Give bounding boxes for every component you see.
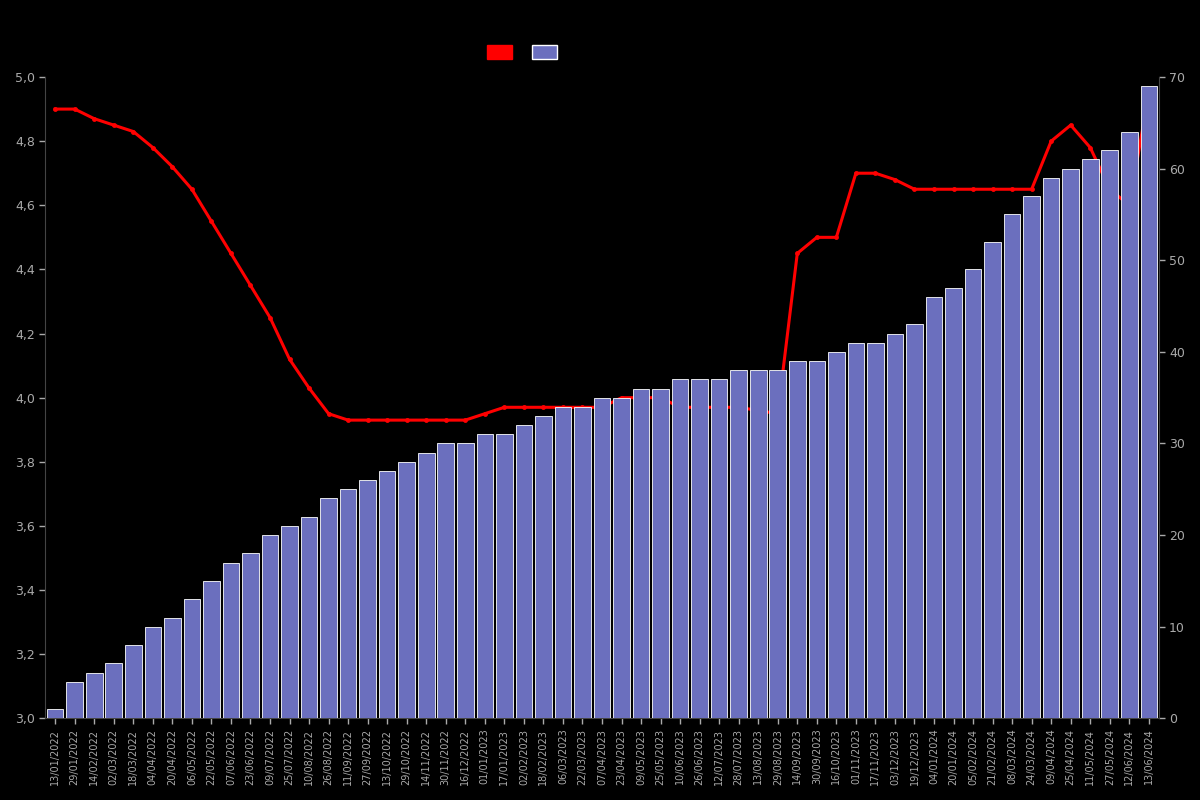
Bar	[1140, 86, 1157, 718]
Bar	[1102, 150, 1118, 718]
Bar	[1043, 178, 1060, 718]
Bar	[632, 389, 649, 718]
Bar	[125, 645, 142, 718]
Bar	[1004, 214, 1020, 718]
Bar	[750, 370, 767, 718]
Bar	[242, 554, 259, 718]
Bar	[262, 535, 278, 718]
Bar	[731, 370, 748, 718]
Bar	[1062, 169, 1079, 718]
Bar	[496, 434, 512, 718]
Bar	[828, 352, 845, 718]
Bar	[887, 334, 904, 718]
Bar	[320, 498, 337, 718]
Bar	[769, 370, 786, 718]
Bar	[946, 288, 962, 718]
Bar	[223, 562, 239, 718]
Bar	[788, 361, 805, 718]
Bar	[281, 526, 298, 718]
Bar	[66, 682, 83, 718]
Bar	[144, 626, 161, 718]
Bar	[203, 581, 220, 718]
Bar	[710, 379, 727, 718]
Bar	[613, 398, 630, 718]
Bar	[476, 434, 493, 718]
Bar	[301, 517, 317, 718]
Bar	[535, 416, 552, 718]
Bar	[1121, 132, 1138, 718]
Bar	[86, 673, 102, 718]
Bar	[418, 453, 434, 718]
Bar	[106, 663, 122, 718]
Bar	[847, 342, 864, 718]
Bar	[691, 379, 708, 718]
Bar	[1082, 159, 1098, 718]
Bar	[653, 389, 668, 718]
Bar	[1024, 196, 1040, 718]
Bar	[47, 709, 64, 718]
Bar	[438, 443, 454, 718]
Bar	[868, 342, 883, 718]
Bar	[965, 270, 982, 718]
Bar	[359, 480, 376, 718]
Bar	[379, 471, 396, 718]
Bar	[574, 407, 590, 718]
Bar	[340, 490, 356, 718]
Bar	[184, 599, 200, 718]
Bar	[809, 361, 826, 718]
Bar	[457, 443, 474, 718]
Legend: , : ,	[486, 46, 562, 60]
Bar	[516, 425, 532, 718]
Bar	[164, 618, 181, 718]
Bar	[672, 379, 689, 718]
Bar	[984, 242, 1001, 718]
Bar	[554, 407, 571, 718]
Bar	[594, 398, 611, 718]
Bar	[398, 462, 415, 718]
Bar	[906, 324, 923, 718]
Bar	[925, 297, 942, 718]
